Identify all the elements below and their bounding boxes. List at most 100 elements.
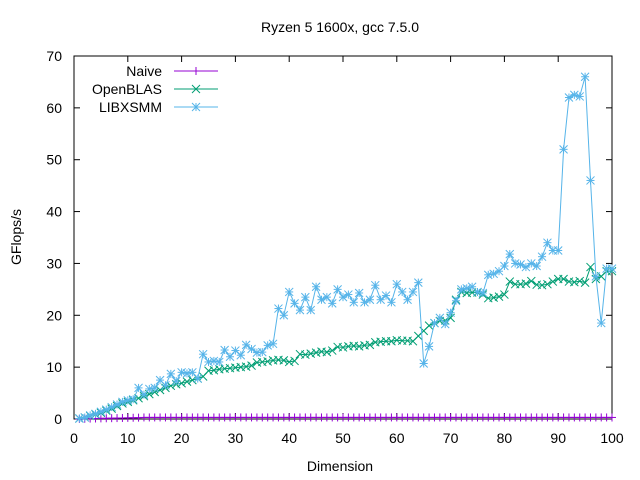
x-tick-label: 20 [174,430,190,446]
data-point-openblas [209,365,219,375]
data-point-libxsmm [537,252,547,262]
data-point-libxsmm [204,357,213,367]
data-point-libxsmm [543,238,552,248]
data-point-openblas [569,277,579,287]
data-point-libxsmm [569,90,579,100]
data-point-openblas [177,378,186,388]
data-point-openblas [327,346,337,355]
data-point-libxsmm [300,292,310,302]
data-point-libxsmm [241,340,251,350]
x-tick-label: 40 [281,430,297,446]
data-point-openblas [290,356,299,366]
data-point-openblas [494,292,504,301]
x-tick-label: 60 [389,430,405,446]
data-point-openblas [155,385,165,395]
y-tick-label: 10 [46,359,62,375]
data-point-libxsmm [198,349,208,359]
data-point-libxsmm [483,270,493,280]
data-point-libxsmm [457,285,466,294]
data-point-libxsmm [553,246,563,255]
chart-title: Ryzen 5 1600x, gcc 7.5.0 [261,19,419,35]
data-point-naive [608,413,616,422]
data-point-libxsmm [580,72,590,82]
data-point-libxsmm [209,356,219,366]
data-point-libxsmm [451,296,461,306]
series-layer [75,72,617,423]
data-point-libxsmm [408,287,418,297]
data-point-openblas [580,278,590,287]
y-tick-label: 30 [46,255,62,271]
data-point-openblas [322,347,332,357]
data-point-openblas [306,349,316,359]
data-point-libxsmm [510,259,520,268]
series-line-libxsmm [79,76,612,419]
data-point-libxsmm [263,341,273,350]
data-point-libxsmm [177,367,186,377]
legend-label-libxsmm: LIBXSMM [99,99,162,115]
x-tick-label: 90 [550,430,566,446]
legend-marker-libxsmm [191,102,201,112]
data-point-libxsmm [381,291,391,300]
data-point-libxsmm [274,304,283,313]
data-point-libxsmm [462,283,472,293]
data-point-libxsmm [327,299,337,308]
data-point-openblas [500,290,509,299]
data-point-libxsmm [413,278,423,287]
data-point-openblas [354,342,364,351]
data-point-libxsmm [354,288,364,298]
data-point-libxsmm [306,305,316,315]
data-point-libxsmm [387,297,396,307]
data-point-openblas [387,336,396,346]
x-tick-label: 100 [600,430,624,446]
legend-label-openblas: OpenBLAS [92,81,162,97]
x-tick-label: 70 [443,430,459,446]
data-point-libxsmm [596,318,606,328]
data-point-libxsmm [435,313,445,323]
legend-label-naive: Naive [126,63,162,79]
data-point-libxsmm [344,290,353,299]
data-point-libxsmm [257,347,267,357]
data-point-libxsmm [419,359,429,368]
y-tick-label: 20 [46,307,62,323]
data-point-openblas [311,348,321,357]
data-point-libxsmm [591,272,601,281]
data-point-libxsmm [144,384,154,394]
data-point-libxsmm [440,319,450,329]
data-point-libxsmm [236,350,246,360]
data-point-libxsmm [505,249,515,259]
data-point-libxsmm [607,264,617,273]
y-tick-label: 0 [54,411,62,427]
data-point-libxsmm [118,397,127,407]
x-axis-label: Dimension [307,458,373,474]
y-tick-label: 60 [46,100,62,116]
data-point-openblas [586,262,595,272]
data-point-openblas [505,277,515,286]
data-point-libxsmm [128,394,138,404]
data-point-libxsmm [532,261,542,271]
data-point-openblas [134,393,143,403]
data-point-libxsmm [349,297,359,307]
data-point-libxsmm [284,287,294,297]
data-point-libxsmm [370,280,380,290]
data-point-libxsmm [397,287,407,297]
data-point-libxsmm [279,310,289,320]
data-point-openblas [338,343,348,352]
data-point-libxsmm [85,411,95,420]
data-point-libxsmm [322,292,332,302]
data-point-libxsmm [220,345,229,355]
data-point-openblas [365,340,375,350]
data-point-libxsmm [96,407,106,417]
y-tick-label: 40 [46,204,62,220]
data-point-libxsmm [403,295,412,305]
data-point-libxsmm [365,295,375,305]
data-point-libxsmm [295,305,305,315]
y-tick-label: 70 [46,48,62,64]
data-point-libxsmm [225,352,235,362]
legend-marker-naive [192,67,200,75]
data-point-libxsmm [446,308,455,318]
data-point-openblas [284,357,294,367]
data-point-libxsmm [473,287,482,297]
data-point-libxsmm [575,92,585,101]
series-libxsmm [75,72,617,423]
